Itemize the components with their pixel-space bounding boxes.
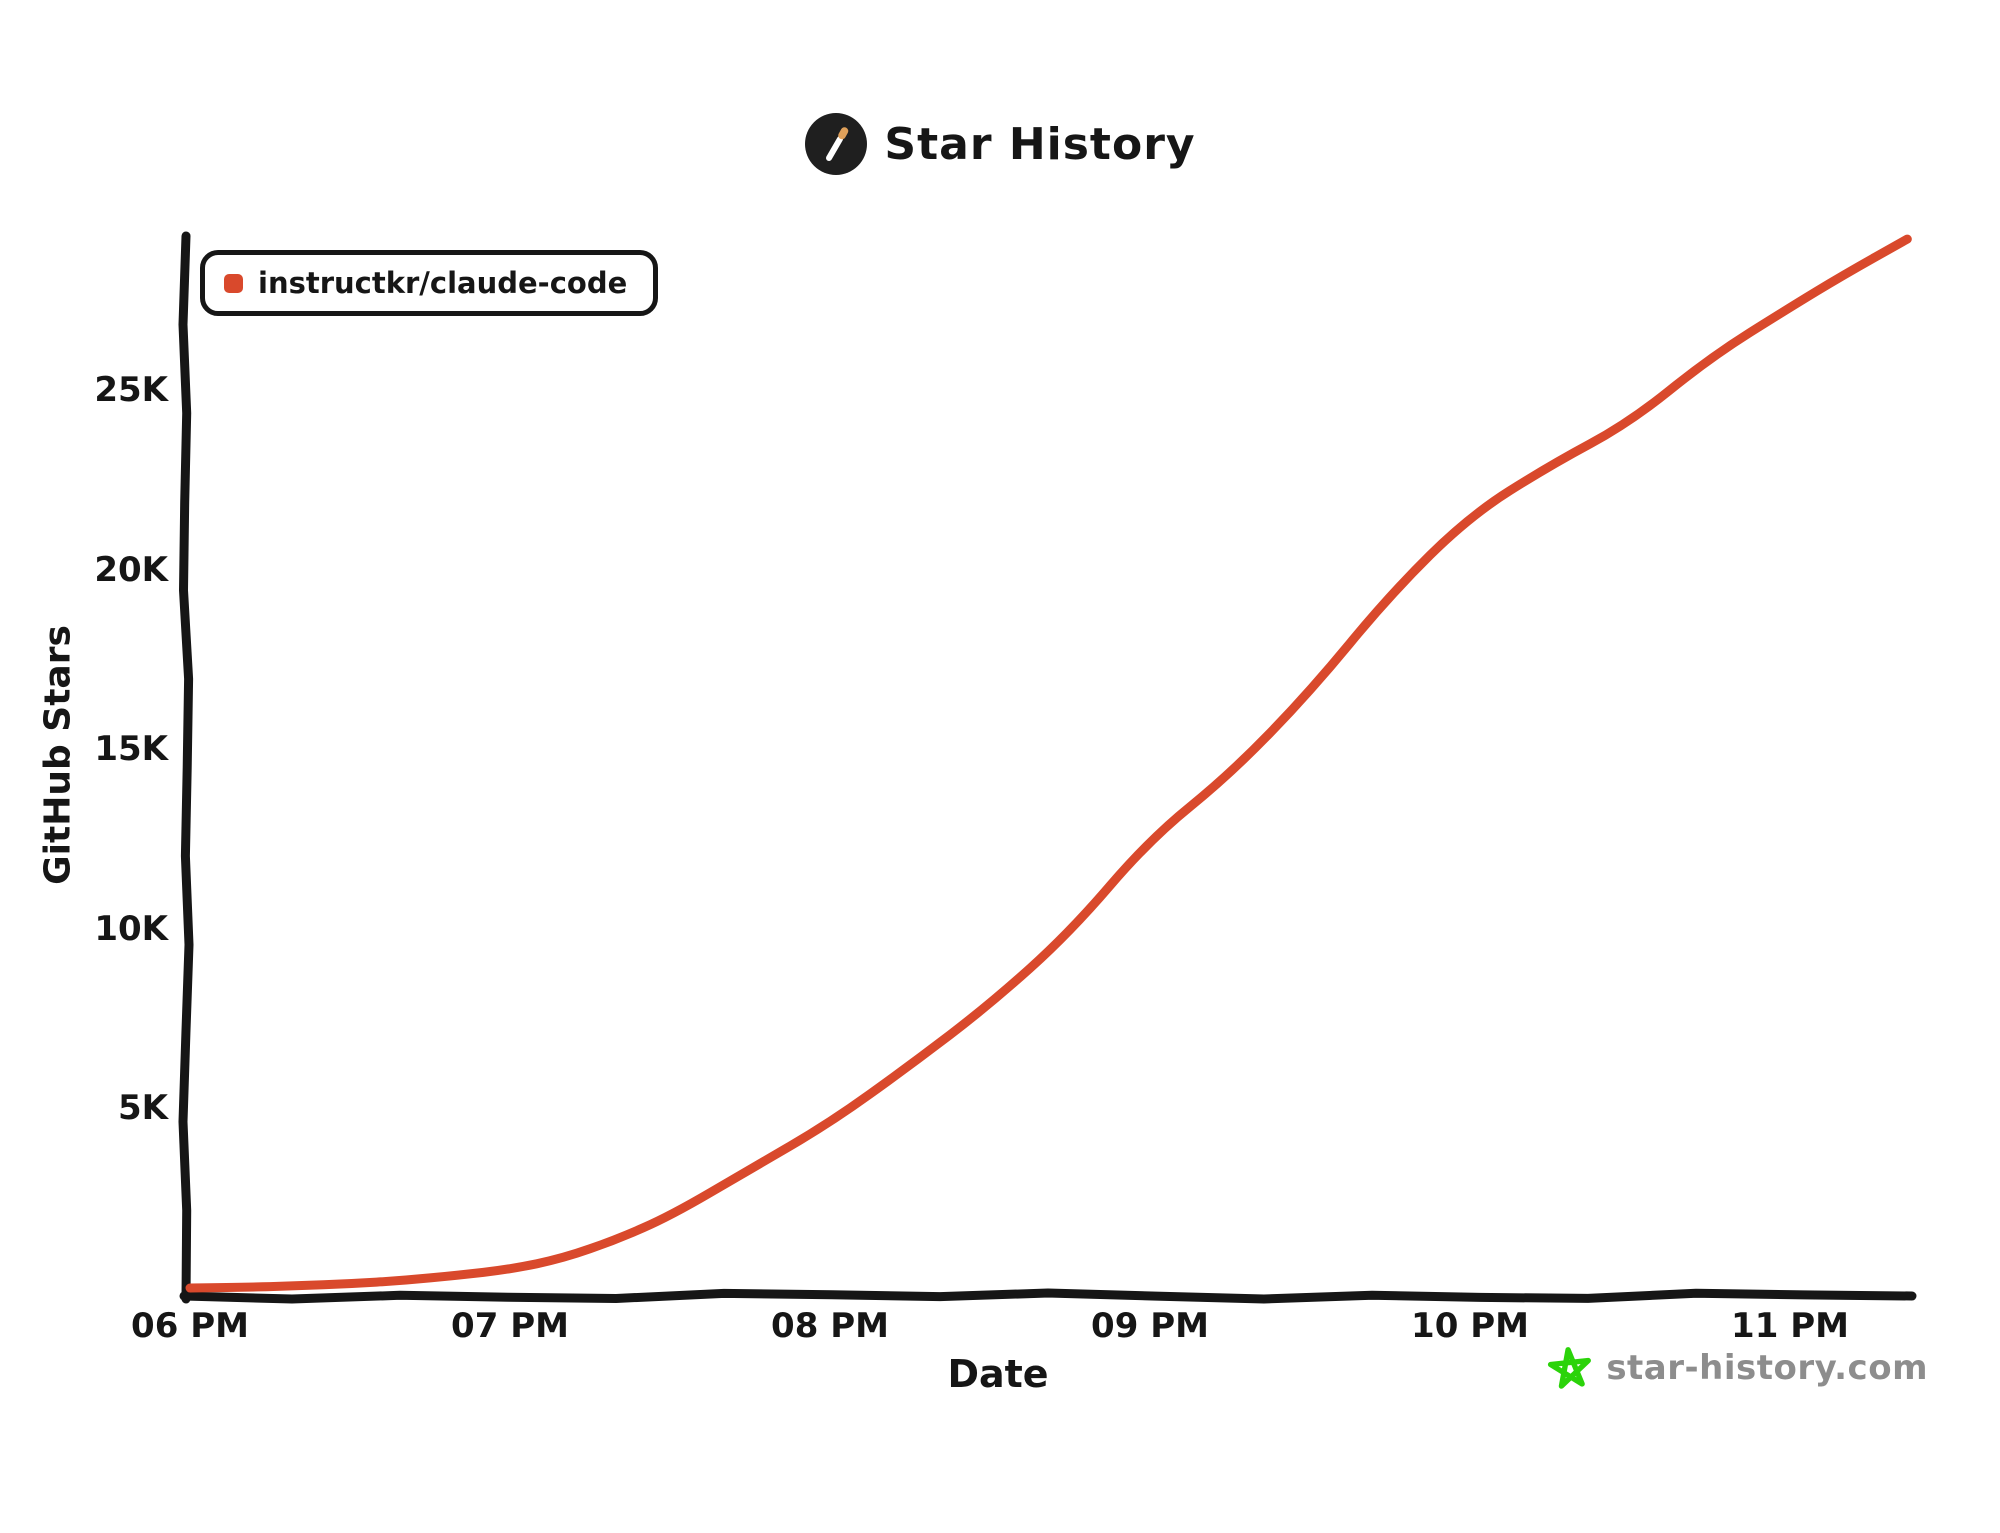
y-axis-tick-label: 25K [94, 370, 168, 410]
series-line [185, 234, 1912, 1293]
site-star-icon [1548, 1347, 1592, 1389]
y-axis-tick-label: 15K [94, 729, 168, 770]
x-axis-title: Date [947, 1352, 1049, 1396]
site-label: star-history.com [1606, 1348, 1928, 1388]
y-axis-line [178, 231, 194, 1304]
x-axis-tick-label: 10 PM [1411, 1306, 1529, 1346]
star-history-logo-icon [805, 113, 868, 175]
site-footer: star-history.com [1548, 1346, 1928, 1390]
x-axis-tick-label: 08 PM [771, 1306, 889, 1346]
x-axis-tick-label: 07 PM [451, 1306, 569, 1346]
y-axis-tick-label: 20K [94, 549, 168, 590]
y-axis-tick-label: 10K [94, 908, 168, 949]
x-axis-line [179, 1288, 1917, 1304]
x-axis-tick-label: 09 PM [1091, 1306, 1209, 1346]
legend-item[interactable]: instructkr/claude-code [200, 250, 659, 316]
legend-series-label: instructkr/claude-code [258, 266, 628, 300]
y-axis-tick-label: 5K [117, 1088, 168, 1129]
chart-header: Star History [0, 112, 2000, 176]
chart-title: Star History [884, 118, 1196, 170]
x-axis-tick-label: 11 PM [1731, 1306, 1849, 1346]
y-axis-title: GitHub Stars [37, 625, 79, 885]
x-axis-tick-label: 06 PM [131, 1306, 249, 1346]
legend-series-marker [224, 273, 243, 293]
